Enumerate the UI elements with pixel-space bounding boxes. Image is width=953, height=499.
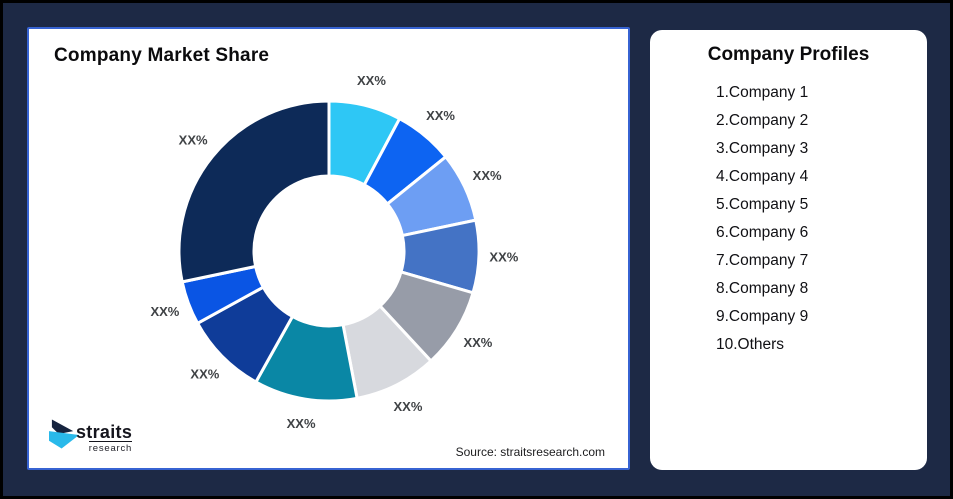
market-share-card: Company Market Share XX% XX% XX% XX% XX% XX% X…	[27, 27, 630, 470]
straits-research-logo: straits research	[49, 418, 133, 454]
segment-label-2: XX%	[426, 108, 455, 123]
chart-title: Company Market Share	[54, 45, 270, 66]
segment-label-8: XX%	[190, 366, 219, 381]
segment-label-10: XX%	[179, 133, 208, 148]
company-list-item: 1.Company 1	[716, 84, 809, 101]
company-list-item: 8.Company 8	[716, 280, 809, 297]
profiles-title: Company Profiles	[707, 44, 870, 65]
segment-label-7: XX%	[287, 416, 316, 431]
company-list-item: 9.Company 9	[716, 308, 809, 325]
company-list-item: 5.Company 5	[716, 196, 809, 213]
company-list-item: 2.Company 2	[716, 112, 809, 129]
logo-subtext: research	[88, 440, 133, 454]
segment-label-3: XX%	[473, 168, 502, 183]
source-attribution: Source: straitsresearch.com	[455, 445, 605, 459]
logo-text: straits research	[76, 421, 133, 454]
logo-mark-navy-chevron	[51, 419, 74, 434]
company-list-item: 7.Company 7	[716, 252, 809, 269]
company-list-item: 3.Company 3	[716, 140, 809, 157]
segment-label-4: XX%	[489, 250, 518, 265]
market-share-donut-chart: XX% XX% XX% XX% XX% XX% XX% XX% XX% XX%	[150, 73, 518, 431]
segment-label-1: XX%	[357, 73, 386, 88]
segment-label-5: XX%	[463, 335, 492, 350]
logo-wordmark: straits	[76, 421, 133, 442]
company-list-item: 4.Company 4	[716, 168, 809, 185]
segment-label-6: XX%	[394, 399, 423, 414]
company-list: 1.Company 1 2.Company 2 3.Company 3 4.Co…	[650, 79, 927, 359]
company-list-item: 10.Others	[716, 336, 785, 353]
logo-mark-cyan-chevron	[49, 430, 80, 449]
donut-segment-10	[177, 99, 331, 284]
company-list-item: 6.Company 6	[716, 224, 809, 241]
straits-logo-icon	[49, 419, 80, 449]
company-profiles-card: Company Profiles 1.Company 1 2.Company 2…	[650, 30, 927, 470]
segment-label-9: XX%	[150, 304, 179, 319]
